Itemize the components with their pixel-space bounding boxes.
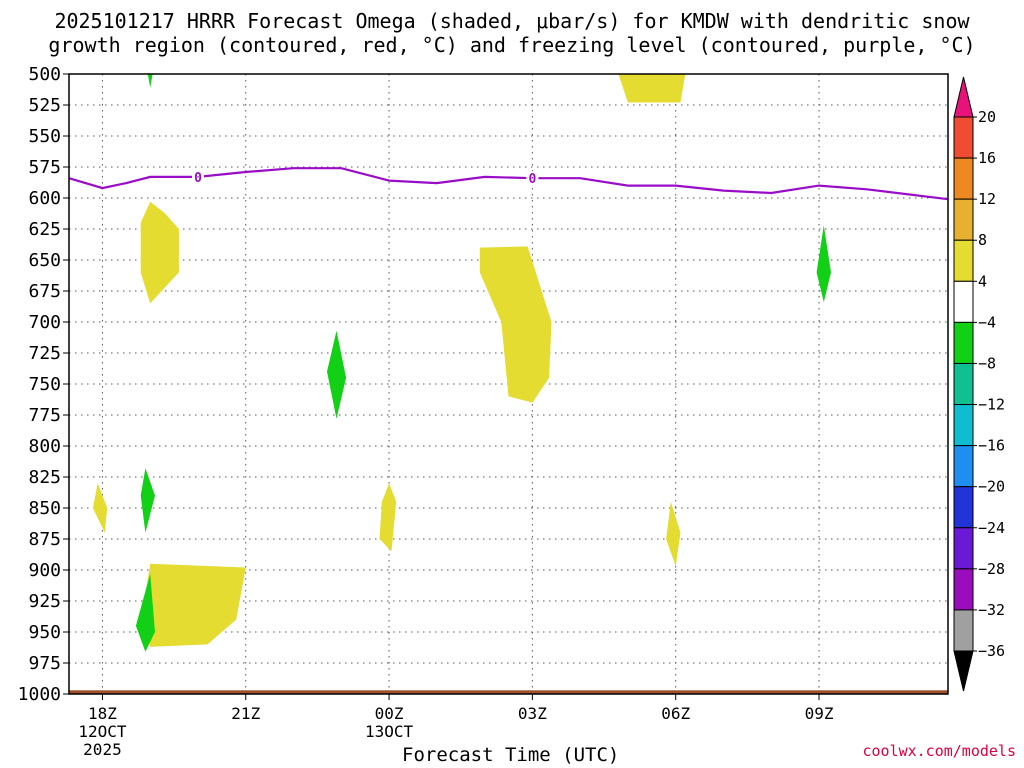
omega-region [479,246,552,403]
freezing-level-label: 0 [194,171,202,186]
y-tick-label: 925 [28,591,61,612]
colorbar-bin [953,362,974,406]
colorbar-label: −32 [978,601,1005,619]
y-tick-label: 775 [28,405,61,426]
x-tick-label: 18Z [88,704,117,723]
chart-title-line-2: growth region (contoured, red, °C) and f… [48,33,976,57]
colorbar-label: −36 [978,642,1005,660]
omega-region [618,74,686,103]
y-tick-label: 550 [28,126,61,147]
omega-region [140,201,179,304]
colorbar-bin [953,445,974,488]
colorbar-under-arrow [953,650,974,692]
freezing-level-line [68,167,949,201]
freezing-level-label: 0 [528,172,536,187]
y-tick-label: 500 [28,64,61,85]
colorbar-label: −20 [978,478,1005,496]
x-axis-title: Forecast Time (UTC) [402,744,620,766]
y-tick-label: 600 [28,188,61,209]
y-tick-label: 800 [28,436,61,457]
colorbar-bin [953,527,974,570]
x-tick-year-label: 2025 [83,740,122,759]
colorbar: −36 −32 −28 −24 −20 −16 −12 −8 −4 4 8 12 16 20 [953,76,1005,692]
colorbar-bin [953,280,974,323]
x-tick-label: 09Z [805,704,834,723]
omega-region [140,468,155,533]
y-tick-label: 900 [28,560,61,581]
colorbar-bin [953,486,974,529]
colorbar-label: −16 [978,437,1005,455]
x-tick-date-label: 12OCT [78,722,127,741]
y-tick-label: 950 [28,622,61,643]
omega-region [145,563,246,647]
omega-region [379,483,397,552]
chart-title-line-1: 2025101217 HRRR Forecast Omega (shaded, … [54,9,970,33]
colorbar-label: 12 [978,190,996,208]
colorbar-label: 16 [978,149,996,167]
colorbar-label: −12 [978,396,1005,414]
colorbar-label: −28 [978,560,1005,578]
colorbar-bin [953,198,974,241]
x-tick-date-label: 13OCT [365,722,414,741]
freezing-label-bg [526,171,539,186]
colorbar-label: −24 [978,519,1005,537]
x-tick-label: 21Z [231,704,260,723]
omega-region [327,330,347,419]
colorbar-bin [953,321,974,364]
colorbar-over-arrow [953,76,974,118]
y-axis: 500 525 550 575 600 625 650 675 700 725 750 775 800 8… [18,64,69,705]
x-tick-label: 06Z [661,704,690,723]
y-tick-label: 825 [28,467,61,488]
colorbar-label: −8 [978,354,996,372]
x-tick-label: 03Z [518,704,547,723]
y-tick-label: 575 [28,157,61,178]
colorbar-label: 8 [978,231,987,249]
omega-region [92,483,108,533]
colorbar-bin [953,239,974,282]
colorbar-label: 20 [978,108,996,126]
y-tick-label: 700 [28,312,61,333]
colorbar-bin [953,157,974,200]
y-tick-label: 725 [28,343,61,364]
colorbar-bin [953,609,974,652]
ground-band [69,690,948,694]
y-tick-label: 1000 [18,684,61,705]
omega-region [147,74,153,88]
colorbar-label: −4 [978,313,996,331]
y-tick-label: 850 [28,498,61,519]
colorbar-bin [953,404,974,447]
colorbar-label: 4 [978,272,987,290]
y-tick-label: 525 [28,95,61,116]
credit-link[interactable]: coolwx.com/models [862,742,1016,760]
omega-region [816,225,831,303]
y-tick-label: 675 [28,281,61,302]
y-tick-label: 875 [28,529,61,550]
y-tick-label: 750 [28,374,61,395]
omega-region [666,501,681,567]
colorbar-bin [953,568,974,611]
colorbar-bin [953,116,974,159]
omega-region [135,573,155,652]
omega-shading [92,74,831,652]
x-tick-label: 00Z [375,704,404,723]
y-tick-label: 625 [28,219,61,240]
y-tick-label: 975 [28,653,61,674]
freezing-label-bg [191,169,204,184]
y-tick-label: 650 [28,250,61,271]
surface-band [69,690,948,694]
